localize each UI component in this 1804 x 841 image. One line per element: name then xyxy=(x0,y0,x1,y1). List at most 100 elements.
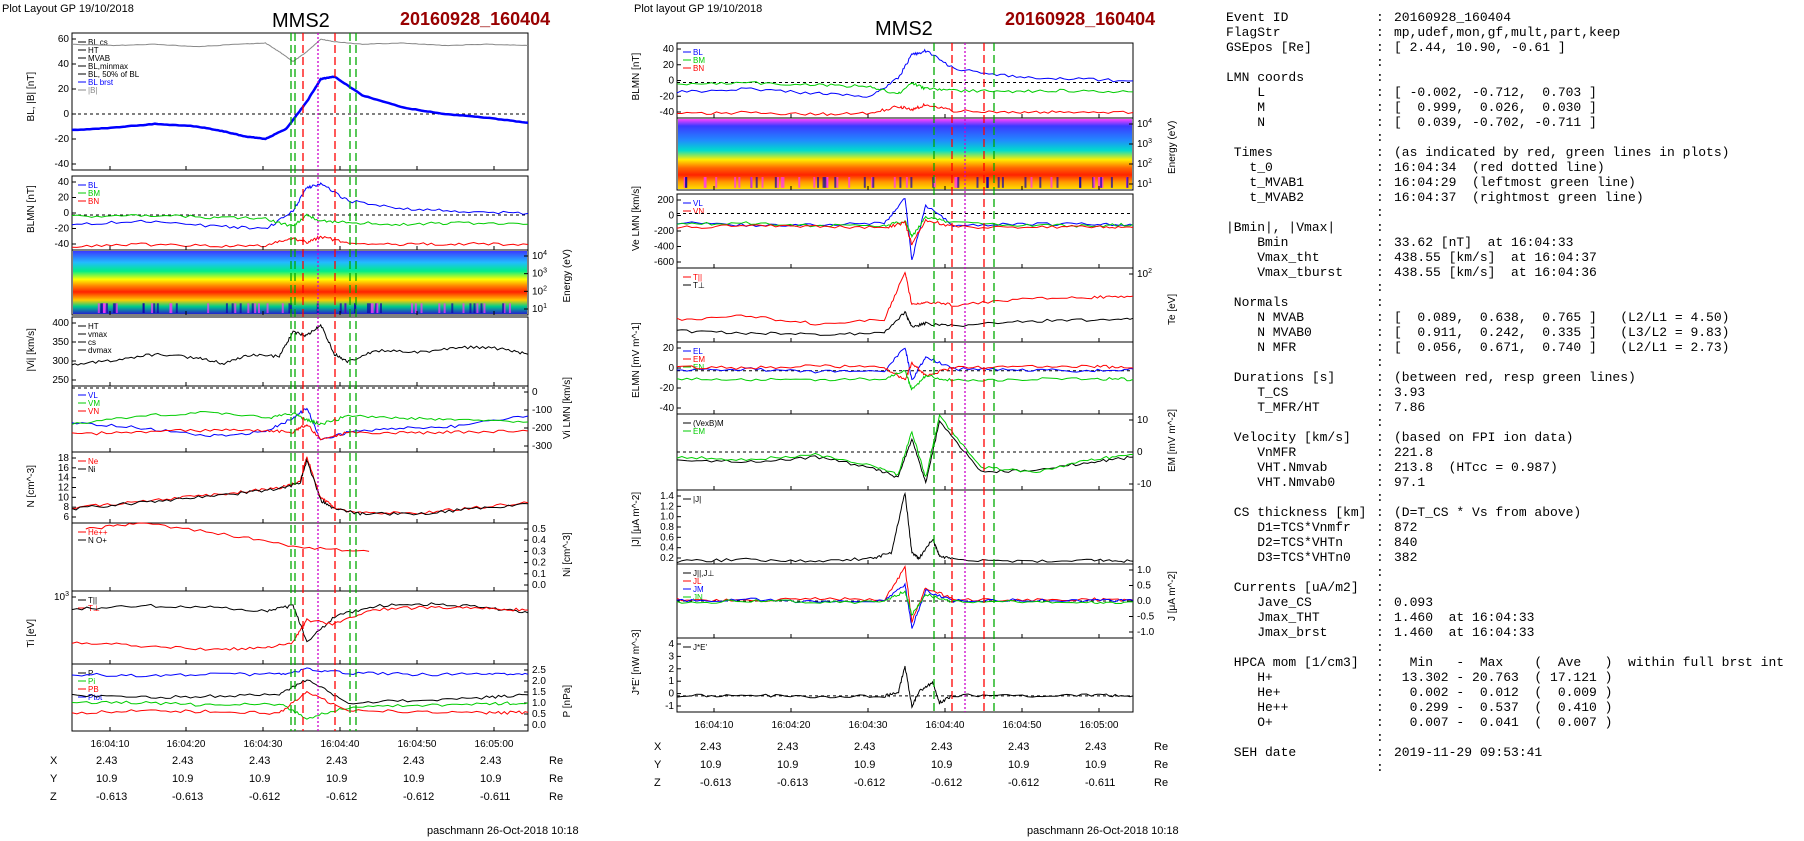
info-colon: : xyxy=(1376,70,1394,85)
info-value: 213.8 (HTcc = 0.987) xyxy=(1394,460,1558,475)
position-value: 2.43 xyxy=(1085,741,1106,753)
info-colon: : xyxy=(1376,175,1394,190)
position-unit: Re xyxy=(1154,759,1168,771)
position-value: 10.9 xyxy=(854,759,875,771)
info-key: GSEpos [Re] xyxy=(1226,40,1376,55)
info-line: He++: 0.299 - 0.537 ( 0.410 ) xyxy=(1226,700,1784,715)
info-line: T_MFR/HT:7.86 xyxy=(1226,400,1784,415)
info-key: Velocity [km/s] xyxy=(1226,430,1376,445)
info-line: : xyxy=(1226,415,1784,430)
info-value: (D=T_CS * Vs from above) xyxy=(1394,505,1581,520)
info-line: H+: 13.302 - 20.763 ( 17.121 ) xyxy=(1226,670,1784,685)
info-value: 840 xyxy=(1394,535,1417,550)
info-colon: : xyxy=(1376,535,1394,550)
info-colon: : xyxy=(1376,25,1394,40)
info-colon: : xyxy=(1376,220,1394,235)
info-line: Times: (as indicated by red, green lines … xyxy=(1226,145,1784,160)
info-line: D2=TCS*VHTn:840 xyxy=(1226,535,1784,550)
info-value: mp,udef,mon,gf,mult,part,keep xyxy=(1394,25,1620,40)
info-colon: : xyxy=(1376,235,1394,250)
info-key: M xyxy=(1226,100,1376,115)
info-line: |Bmin|, |Vmax|: xyxy=(1226,220,1784,235)
info-colon: : xyxy=(1376,730,1394,745)
position-value: -0.613 xyxy=(777,777,808,789)
info-key: Currents [uA/m2] xyxy=(1226,580,1376,595)
info-colon: : xyxy=(1376,115,1394,130)
info-value: (between red, resp green lines) xyxy=(1394,370,1636,385)
info-line: N MVAB:[ 0.089, 0.638, 0.765 ] (L2/L1 = … xyxy=(1226,310,1784,325)
info-value: [ -0.002, -0.712, 0.703 ] xyxy=(1394,85,1597,100)
position-row-label: Z xyxy=(654,777,661,789)
info-value: 1.460 at 16:04:33 xyxy=(1394,610,1534,625)
signature-right: paschmann 26-Oct-2018 10:18 xyxy=(1027,825,1179,837)
info-colon: : xyxy=(1376,415,1394,430)
info-key: O+ xyxy=(1226,715,1376,730)
info-value: 0.093 xyxy=(1394,595,1433,610)
position-value: 10.9 xyxy=(700,759,721,771)
position-value: 2.43 xyxy=(777,741,798,753)
info-line: t_MVAB1:16:04:29 (leftmost green line) xyxy=(1226,175,1784,190)
info-line: He+: 0.002 - 0.012 ( 0.009 ) xyxy=(1226,685,1784,700)
info-colon: : xyxy=(1376,310,1394,325)
info-colon: : xyxy=(1376,340,1394,355)
info-key: t_0 xyxy=(1226,160,1376,175)
info-value: (as indicated by red, green lines in plo… xyxy=(1394,145,1729,160)
info-colon: : xyxy=(1376,280,1394,295)
info-colon: : xyxy=(1376,550,1394,565)
info-colon: : xyxy=(1376,445,1394,460)
info-colon: : xyxy=(1376,295,1394,310)
info-value: 16:04:29 (leftmost green line) xyxy=(1394,175,1636,190)
info-key: N MFR xyxy=(1226,340,1376,355)
event-summary: Event ID:20160928_160404 FlagStr: mp,udef,… xyxy=(1226,10,1784,775)
info-key: Jave_CS xyxy=(1226,595,1376,610)
info-line: O+: 0.007 - 0.041 ( 0.007 ) xyxy=(1226,715,1784,730)
info-line: : xyxy=(1226,565,1784,580)
info-line: Velocity [km/s]: (based on FPI ion data) xyxy=(1226,430,1784,445)
info-colon: : xyxy=(1376,430,1394,445)
info-value: (based on FPI ion data) xyxy=(1394,430,1573,445)
info-key: t_MVAB1 xyxy=(1226,175,1376,190)
position-value: 2.43 xyxy=(854,741,875,753)
info-key: Times xyxy=(1226,145,1376,160)
info-value: 221.8 xyxy=(1394,445,1433,460)
position-value: 10.9 xyxy=(1008,759,1029,771)
info-key: CS thickness [km] xyxy=(1226,505,1376,520)
info-value: 97.1 xyxy=(1394,475,1425,490)
info-colon: : xyxy=(1376,265,1394,280)
info-colon: : xyxy=(1376,475,1394,490)
info-colon: : xyxy=(1376,85,1394,100)
info-key: FlagStr xyxy=(1226,25,1376,40)
info-colon: : xyxy=(1376,460,1394,475)
info-colon: : xyxy=(1376,385,1394,400)
info-line: VHT.Nmvab0:97.1 xyxy=(1226,475,1784,490)
signature-left: paschmann 26-Oct-2018 10:18 xyxy=(427,825,579,837)
info-colon: : xyxy=(1376,10,1394,25)
info-line: N MVAB0:[ 0.911, 0.242, 0.335 ] (L3/L2 =… xyxy=(1226,325,1784,340)
info-key: Event ID xyxy=(1226,10,1376,25)
info-line: VnMFR:221.8 xyxy=(1226,445,1784,460)
info-line: Durations [s]: (between red, resp green l… xyxy=(1226,370,1784,385)
info-colon: : xyxy=(1376,190,1394,205)
info-line: D1=TCS*Vnmfr:872 xyxy=(1226,520,1784,535)
info-colon: : xyxy=(1376,130,1394,145)
info-colon: : xyxy=(1376,205,1394,220)
position-unit: Re xyxy=(1154,777,1168,789)
info-colon: : xyxy=(1376,745,1394,760)
info-key: |Bmin|, |Vmax| xyxy=(1226,220,1376,235)
info-key: T_CS xyxy=(1226,385,1376,400)
info-key: H+ xyxy=(1226,670,1376,685)
info-line: Jmax_THT:1.460 at 16:04:33 xyxy=(1226,610,1784,625)
info-line: : xyxy=(1226,55,1784,70)
info-line: : xyxy=(1226,205,1784,220)
info-key: D2=TCS*VHTn xyxy=(1226,535,1376,550)
info-value: 13.302 - 20.763 ( 17.121 ) xyxy=(1394,670,1612,685)
info-colon: : xyxy=(1376,640,1394,655)
info-line: GSEpos [Re]:[ 2.44, 10.90, -0.61 ] xyxy=(1226,40,1784,55)
position-value: 10.9 xyxy=(1085,759,1106,771)
info-colon: : xyxy=(1376,355,1394,370)
info-value: 0.002 - 0.012 ( 0.009 ) xyxy=(1394,685,1612,700)
position-value: -0.612 xyxy=(854,777,885,789)
info-value: Min - Max ( Ave ) within full brst int xyxy=(1394,655,1784,670)
position-row-label: X xyxy=(654,741,661,753)
info-key: Vmax_tht xyxy=(1226,250,1376,265)
